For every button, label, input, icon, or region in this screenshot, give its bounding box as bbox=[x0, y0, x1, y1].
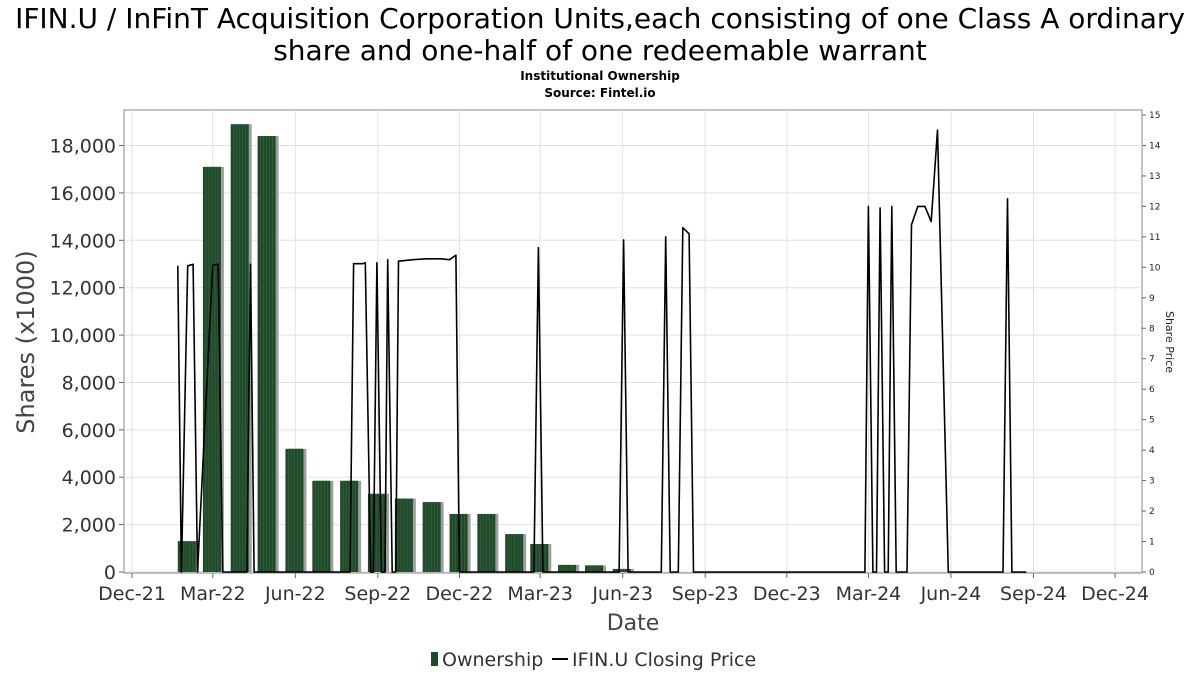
legend-ownership-label: Ownership bbox=[442, 649, 543, 671]
x-axis-label: Date bbox=[607, 611, 660, 636]
y-tick-label: 4,000 bbox=[62, 467, 116, 489]
x-tick-label: Dec-22 bbox=[426, 583, 494, 605]
x-tick-label: Jun-22 bbox=[264, 583, 326, 605]
y-tick-label: 2,000 bbox=[62, 515, 116, 537]
price-line bbox=[177, 129, 1027, 573]
y-tick-label: 10,000 bbox=[50, 325, 116, 347]
x-tick-label: Mar-23 bbox=[507, 583, 573, 605]
x-tick-label: Mar-24 bbox=[836, 583, 902, 605]
y2-tick-label: 12 bbox=[1149, 202, 1160, 212]
y2-tick-label: 3 bbox=[1149, 477, 1155, 487]
y2-tick-label: 9 bbox=[1149, 294, 1155, 304]
y2-tick-label: 10 bbox=[1149, 263, 1161, 273]
y2-tick-label: 8 bbox=[1149, 324, 1155, 334]
ownership-bars bbox=[177, 124, 634, 573]
y2-tick-label: 4 bbox=[1149, 446, 1155, 456]
chart-subtitle-line-1: Institutional Ownership bbox=[520, 69, 680, 83]
y-tick-label: 6,000 bbox=[62, 420, 116, 442]
y-tick-label: 14,000 bbox=[50, 230, 116, 252]
y2-tick-label: 13 bbox=[1149, 172, 1160, 182]
y-axis-label: Shares (x1000) bbox=[12, 250, 40, 433]
y-tick-label: 18,000 bbox=[50, 136, 116, 158]
y2-tick-label: 1 bbox=[1149, 538, 1155, 548]
x-tick-label: Jun-24 bbox=[920, 583, 982, 605]
x-tick-label: Sep-24 bbox=[1000, 583, 1067, 605]
y-tick-label: 16,000 bbox=[50, 183, 116, 205]
y2-axis-label: Share Price bbox=[1163, 311, 1176, 373]
y2-tick-label: 14 bbox=[1149, 141, 1161, 151]
x-tick-label: Sep-23 bbox=[672, 583, 739, 605]
y2-tick-label: 2 bbox=[1149, 507, 1155, 517]
axis-ticks: 0 2,000 4,000 6,000 8,000 10,000 12,000 14,000 1… bbox=[50, 111, 1161, 605]
legend: Ownership IFIN.U Closing Price bbox=[431, 649, 756, 671]
x-tick-label: Mar-22 bbox=[180, 583, 246, 605]
y-tick-label: 0 bbox=[104, 562, 116, 584]
x-tick-label: Dec-24 bbox=[1081, 583, 1149, 605]
x-tick-label: Dec-23 bbox=[753, 583, 821, 605]
y2-tick-label: 15 bbox=[1149, 111, 1160, 121]
legend-ownership-swatch bbox=[431, 652, 438, 666]
y2-tick-label: 6 bbox=[1149, 385, 1155, 395]
chart-subtitle-line-2: Source: Fintel.io bbox=[544, 86, 655, 100]
price-line-layer bbox=[177, 129, 1027, 573]
y2-tick-label: 5 bbox=[1149, 416, 1155, 426]
x-tick-label: Sep-22 bbox=[344, 583, 411, 605]
legend-price-label: IFIN.U Closing Price bbox=[572, 649, 756, 671]
x-tick-label: Dec-21 bbox=[98, 583, 166, 605]
x-tick-label: Jun-23 bbox=[591, 583, 653, 605]
y-tick-label: 8,000 bbox=[62, 372, 116, 394]
y2-tick-label: 11 bbox=[1149, 233, 1160, 243]
y2-tick-label: 7 bbox=[1149, 355, 1155, 365]
y-tick-label: 12,000 bbox=[50, 278, 116, 300]
chart-title-line-2: share and one-half of one redeemable war… bbox=[273, 34, 927, 67]
chart-title-line-1: IFIN.U / InFinT Acquisition Corporation … bbox=[15, 2, 1185, 35]
y2-tick-label: 0 bbox=[1149, 568, 1155, 578]
